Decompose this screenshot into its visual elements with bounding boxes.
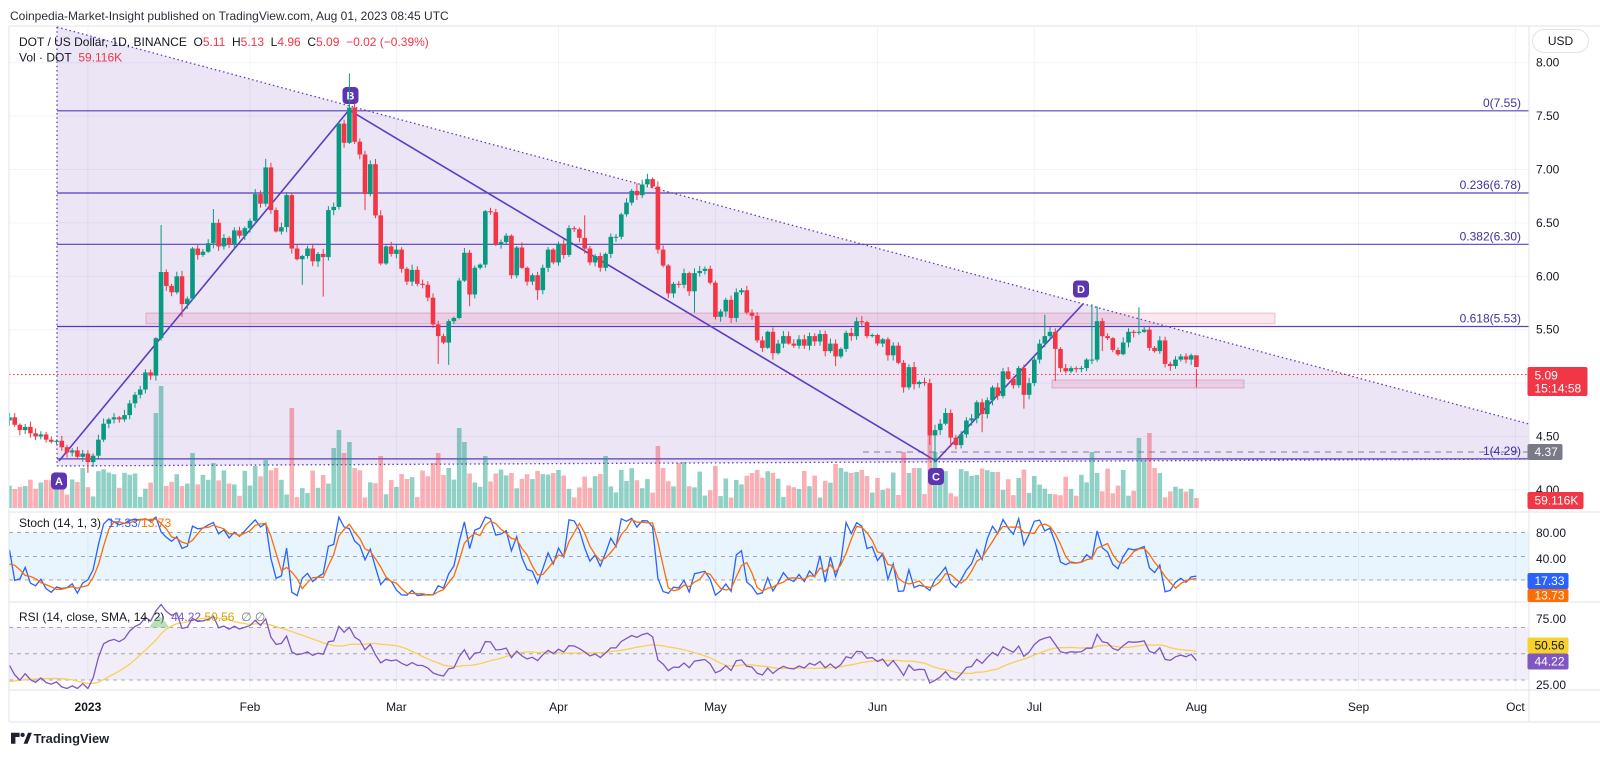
svg-text:50.56: 50.56 [1535,639,1565,653]
svg-text:6.00: 6.00 [1536,269,1560,283]
svg-text:59.116K: 59.116K [1535,494,1579,508]
svg-text:7.50: 7.50 [1536,109,1560,123]
svg-text:40.00: 40.00 [1536,552,1566,566]
svg-text:TradingView: TradingView [34,731,111,746]
svg-text:1(4.29): 1(4.29) [1483,444,1521,458]
svg-text:0.618(5.53): 0.618(5.53) [1460,312,1521,326]
svg-text:8.00: 8.00 [1536,56,1560,70]
svg-text:Mar: Mar [386,700,407,714]
svg-text:May: May [704,700,727,714]
svg-text:Aug: Aug [1186,700,1207,714]
svg-text:USD: USD [1548,34,1574,48]
svg-text:Feb: Feb [240,700,261,714]
svg-text:B: B [347,91,355,103]
svg-text:6.50: 6.50 [1536,216,1560,230]
svg-text:Jun: Jun [868,700,887,714]
svg-text:4.50: 4.50 [1536,430,1560,444]
svg-text:Sep: Sep [1348,700,1370,714]
svg-text:15:14:58: 15:14:58 [1535,382,1582,396]
svg-text:80.00: 80.00 [1536,526,1566,540]
svg-text:Jul: Jul [1027,700,1042,714]
svg-text:5.50: 5.50 [1536,323,1560,337]
svg-text:D: D [1077,284,1085,296]
svg-text:0.382(6.30): 0.382(6.30) [1460,229,1521,243]
svg-text:A: A [55,476,63,488]
svg-text:5.09: 5.09 [1535,369,1559,383]
svg-text:RSI (14, close, SMA, 14, 2) 4: RSI (14, close, SMA, 14, 2) 44.22 50.56 … [19,610,265,624]
svg-text:C: C [932,472,940,484]
svg-text:44.22: 44.22 [1535,655,1565,669]
svg-text:4.37: 4.37 [1535,445,1559,459]
svg-text:Vol · DOT 59.116K: Vol · DOT 59.116K [19,51,122,65]
svg-text:17.33: 17.33 [1535,574,1565,588]
svg-text:Stoch (14, 1, 3) 17.33/13.73: Stoch (14, 1, 3) 17.33/13.73 [19,516,171,530]
svg-text:Oct: Oct [1506,700,1525,714]
svg-text:0.236(6.78): 0.236(6.78) [1460,178,1521,192]
svg-text:13.73: 13.73 [1535,589,1565,603]
svg-text:2023: 2023 [75,700,102,714]
svg-text:25.00: 25.00 [1536,678,1566,692]
svg-text:Apr: Apr [549,700,568,714]
svg-text:7.00: 7.00 [1536,163,1560,177]
svg-text:75.00: 75.00 [1536,612,1566,626]
svg-text:Coinpedia-Market-Insight publi: Coinpedia-Market-Insight published on Tr… [10,9,449,23]
svg-text:DOT / US Dollar, 1D, BINANCE: DOT / US Dollar, 1D, BINANCE O5.11 H5.13… [19,35,429,49]
svg-text:0(7.55): 0(7.55) [1483,96,1521,110]
